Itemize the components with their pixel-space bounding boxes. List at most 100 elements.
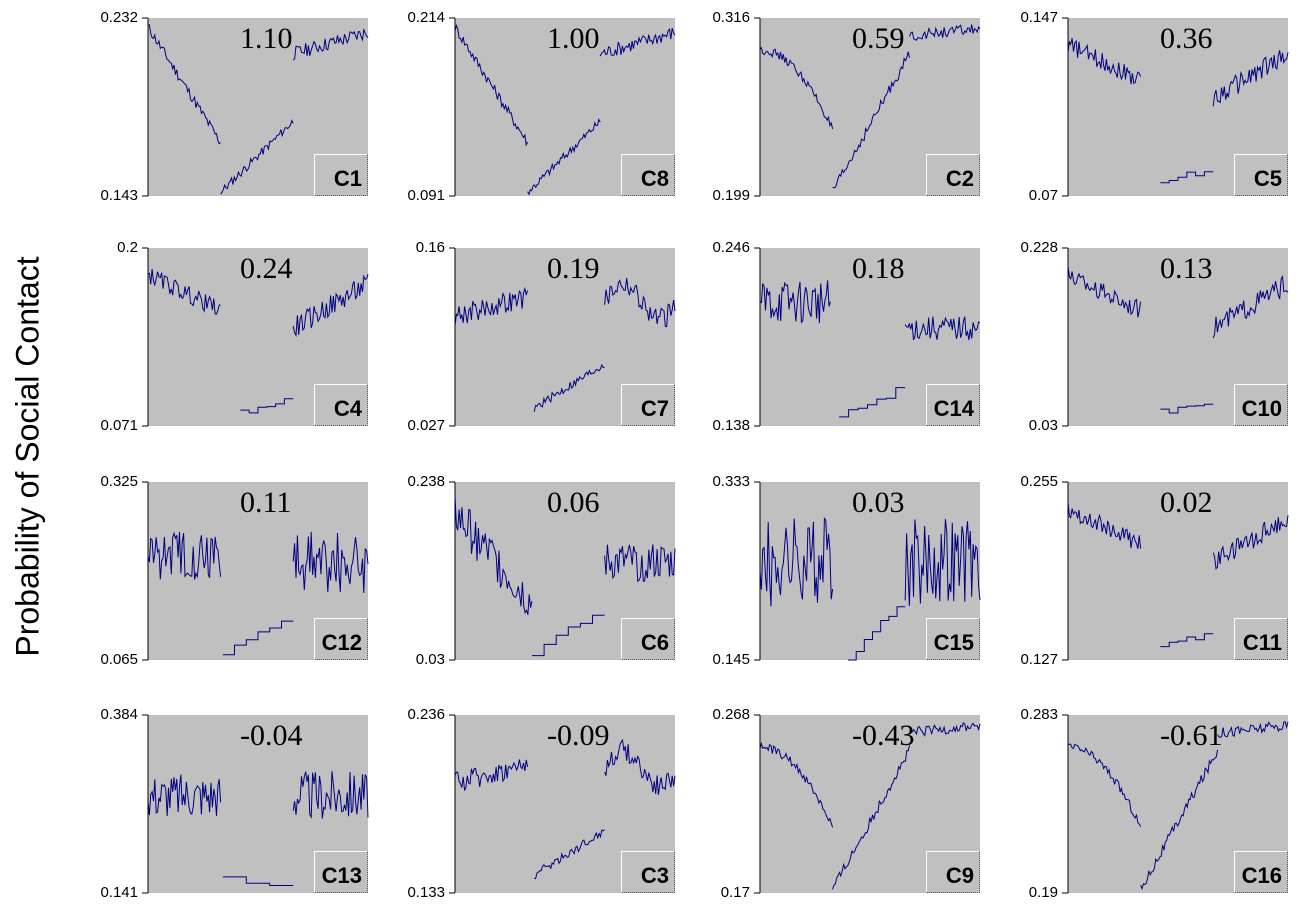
series-line-segment-2: [532, 614, 605, 657]
plot-area: [760, 248, 980, 426]
cluster-label: C5: [1253, 166, 1282, 191]
cluster-label: C14: [933, 396, 974, 421]
y-tick-label-max: 0.384: [100, 706, 138, 723]
correlation-value: 1.00: [547, 22, 600, 55]
series-line-segment-3: [904, 316, 981, 341]
series-line-segment-1: [759, 280, 831, 324]
cluster-label: C12: [321, 630, 362, 655]
series-line-segment-2: [220, 119, 294, 195]
panel-c5: 0.147 0.07 0.36 C5: [1020, 9, 1289, 204]
series-line-segment-2: [240, 398, 294, 414]
cluster-label: C6: [640, 630, 669, 655]
correlation-value: 0.03: [852, 486, 905, 519]
plot-area: [455, 482, 675, 660]
cluster-label-box: [926, 851, 980, 893]
cluster-label-box: [314, 618, 368, 660]
series-line-segment-2: [1160, 403, 1214, 414]
series-line-segment-1: [759, 516, 834, 607]
y-tick-label-max: 0.268: [712, 706, 750, 723]
correlation-value: 0.59: [852, 22, 905, 55]
series-line-segment-1: [454, 286, 529, 326]
y-tick-label-min: 0.143: [100, 187, 138, 204]
plot-svg: [142, 714, 369, 894]
y-tick-label-min: 0.19: [1028, 884, 1058, 901]
correlation-value: 0.24: [240, 252, 293, 285]
series-line-segment-3: [1212, 274, 1289, 339]
series-line-segment-1: [454, 759, 529, 791]
series-line-segment-1: [1067, 266, 1142, 318]
series-line-segment-1: [147, 24, 221, 145]
correlation-value: 0.06: [547, 486, 600, 519]
cluster-label-box: [1234, 384, 1288, 426]
correlation-value: 0.11: [240, 486, 292, 519]
correlation-value: 0.18: [852, 252, 905, 285]
series-line-segment-2: [1160, 171, 1214, 184]
plot-svg: [754, 714, 981, 894]
y-tick-label-min: 0.027: [407, 417, 445, 434]
panel-c11: 0.255 0.127 0.02 C11: [1020, 473, 1289, 668]
cluster-label-box: [314, 154, 368, 196]
series-line-segment-3: [599, 27, 676, 57]
series-line-segment-2: [534, 829, 605, 880]
series-line-segment-3: [909, 24, 981, 41]
y-tick-label-max: 0.147: [1020, 9, 1058, 26]
cluster-label: C4: [333, 396, 362, 421]
cluster-label-box: [314, 851, 368, 893]
panel-c4: 0.2 0.071 0.24 C4: [100, 239, 369, 434]
series-line-segment-3: [604, 544, 676, 583]
y-axis-label: Probability of Social Contact: [9, 256, 46, 657]
cluster-label: C16: [1241, 863, 1282, 888]
series-line-segment-2: [832, 745, 911, 890]
cluster-label-box: [926, 154, 980, 196]
cluster-label-box: [926, 384, 980, 426]
series-line-segment-3: [292, 27, 369, 61]
panel-c9: 0.268 0.17 -0.43 C9: [712, 706, 981, 901]
plot-area: [1068, 482, 1288, 660]
plot-svg: [449, 714, 676, 894]
panel-c1: 0.232 0.143 1.10 C1: [100, 9, 369, 204]
panel-c3: 0.236 0.133 -0.09 C3: [407, 706, 676, 901]
y-tick-label-max: 0.16: [415, 239, 445, 256]
series-line-segment-1: [454, 494, 533, 615]
plot-area: [760, 715, 980, 893]
correlation-value: 0.13: [1160, 252, 1213, 285]
y-tick-label-min: 0.17: [720, 884, 750, 901]
series-line-segment-2: [222, 620, 294, 656]
correlation-value: -0.43: [852, 719, 915, 752]
plot-svg: [1062, 714, 1289, 894]
series-line-segment-2: [839, 387, 906, 418]
series-line-segment-3: [1217, 721, 1289, 738]
cluster-label-box: [1234, 154, 1288, 196]
cluster-label-box: [1234, 851, 1288, 893]
plot-area: [148, 18, 368, 196]
series-line-segment-1: [147, 531, 222, 580]
series-line-segment-2: [1160, 633, 1214, 648]
series-line-segment-3: [904, 519, 981, 606]
plot-svg: [754, 17, 981, 197]
series-line-segment-2: [533, 363, 605, 412]
cluster-label: C1: [333, 166, 362, 191]
correlation-value: -0.61: [1160, 719, 1223, 752]
y-tick-label-max: 0.214: [407, 9, 445, 26]
series-line-segment-1: [759, 741, 834, 828]
plot-svg: [754, 481, 981, 661]
correlation-value: -0.09: [547, 719, 610, 752]
series-line-segment-1: [759, 46, 834, 130]
correlation-value: 1.10: [240, 22, 293, 55]
cluster-label-box: [1234, 618, 1288, 660]
y-tick-label-min: 0.133: [407, 884, 445, 901]
y-tick-label-min: 0.03: [1028, 417, 1058, 434]
cluster-label-box: [926, 618, 980, 660]
plot-area: [148, 248, 368, 426]
plot-area: [760, 482, 980, 660]
series-line-segment-1: [147, 269, 221, 315]
y-tick-label-min: 0.07: [1028, 187, 1058, 204]
series-line-segment-3: [909, 721, 981, 737]
y-tick-label-min: 0.127: [1020, 651, 1058, 668]
plot-svg: [754, 247, 981, 427]
correlation-value: 0.02: [1160, 486, 1213, 519]
y-tick-label-min: 0.199: [712, 187, 750, 204]
panel-c8: 0.214 0.091 1.00 C8: [407, 9, 676, 204]
plot-svg: [142, 247, 369, 427]
